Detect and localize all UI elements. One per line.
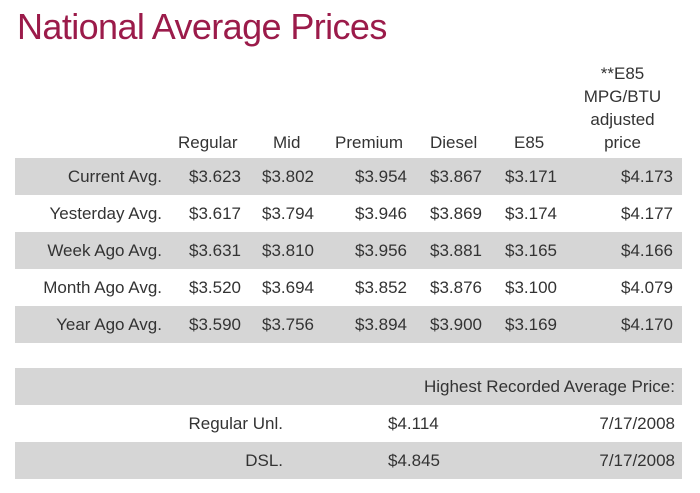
cell-regular: $3.631 [189, 241, 241, 260]
cell-premium: $3.852 [355, 278, 407, 297]
cell-premium: $3.956 [355, 241, 407, 260]
cell-regular: $3.617 [189, 204, 241, 223]
cell-mid: $3.794 [262, 204, 314, 223]
cell-e85-adjusted: $4.177 [621, 204, 673, 223]
cell-regular: $3.623 [189, 167, 241, 186]
cell-premium: $3.946 [355, 204, 407, 223]
cell-e85: $3.165 [505, 241, 557, 260]
highest-recorded-table: Highest Recorded Average Price: Regular … [15, 368, 682, 479]
record-price: $4.114 [388, 414, 439, 433]
table-row: Month Ago Avg. $3.520 $3.694 $3.852 $3.8… [15, 269, 682, 306]
cell-regular: $3.520 [189, 278, 241, 297]
cell-premium: $3.894 [355, 315, 407, 334]
column-header-mid: Mid [273, 133, 301, 152]
row-label: Current Avg. [67, 167, 162, 186]
cell-diesel: $3.867 [430, 167, 482, 186]
cell-e85-adjusted: $4.079 [621, 278, 673, 297]
cell-diesel: $3.881 [430, 241, 482, 260]
highest-recorded-heading: Highest Recorded Average Price: [423, 377, 675, 396]
table-row: Week Ago Avg. $3.631 $3.810 $3.956 $3.88… [15, 232, 682, 269]
table-row: DSL. $4.845 7/17/2008 [15, 442, 682, 479]
cell-diesel: $3.876 [430, 278, 482, 297]
cell-e85: $3.171 [505, 167, 557, 186]
fuel-label: DSL. [245, 451, 283, 470]
column-header-regular: Regular [178, 133, 238, 152]
prices-table: Regular Mid Premium Diesel E85 **E85 MPG… [15, 60, 682, 343]
page-title: National Average Prices [17, 6, 387, 47]
cell-mid: $3.756 [262, 315, 314, 334]
column-header-e85: E85 [514, 133, 545, 152]
cell-e85-adjusted: $4.173 [621, 167, 673, 186]
cell-regular: $3.590 [189, 315, 241, 334]
column-header-premium: Premium [335, 133, 404, 152]
cell-e85: $3.174 [505, 204, 557, 223]
cell-mid: $3.810 [262, 241, 314, 260]
record-date: 7/17/2008 [599, 414, 675, 433]
table-header: Regular Mid Premium Diesel E85 **E85 MPG… [15, 60, 682, 158]
highest-recorded-header: Highest Recorded Average Price: [15, 368, 682, 405]
record-price: $4.845 [388, 451, 440, 470]
cell-e85: $3.169 [505, 315, 557, 334]
row-label: Month Ago Avg. [43, 278, 162, 297]
table-row: Yesterday Avg. $3.617 $3.794 $3.946 $3.8… [15, 195, 682, 232]
column-header-diesel: Diesel [430, 133, 478, 152]
cell-e85-adjusted: $4.166 [621, 241, 673, 260]
cell-e85-adjusted: $4.170 [621, 315, 673, 334]
row-label: Yesterday Avg. [49, 204, 162, 223]
cell-premium: $3.954 [355, 167, 407, 186]
fuel-label: Regular Unl. [188, 414, 284, 433]
record-date: 7/17/2008 [599, 451, 675, 470]
table-row: Year Ago Avg. $3.590 $3.756 $3.894 $3.90… [15, 306, 682, 343]
cell-diesel: $3.869 [430, 204, 482, 223]
cell-e85: $3.100 [505, 278, 557, 297]
table-row: Current Avg. $3.623 $3.802 $3.954 $3.867… [15, 158, 682, 195]
cell-mid: $3.802 [262, 167, 314, 186]
row-label: Week Ago Avg. [47, 241, 162, 260]
table-row: Regular Unl. $4.114 7/17/2008 [15, 405, 682, 442]
cell-mid: $3.694 [262, 278, 314, 297]
column-header-e85-adjusted: **E85 MPG/BTU adjusted price [583, 64, 662, 152]
cell-diesel: $3.900 [430, 315, 482, 334]
row-label: Year Ago Avg. [56, 315, 162, 334]
